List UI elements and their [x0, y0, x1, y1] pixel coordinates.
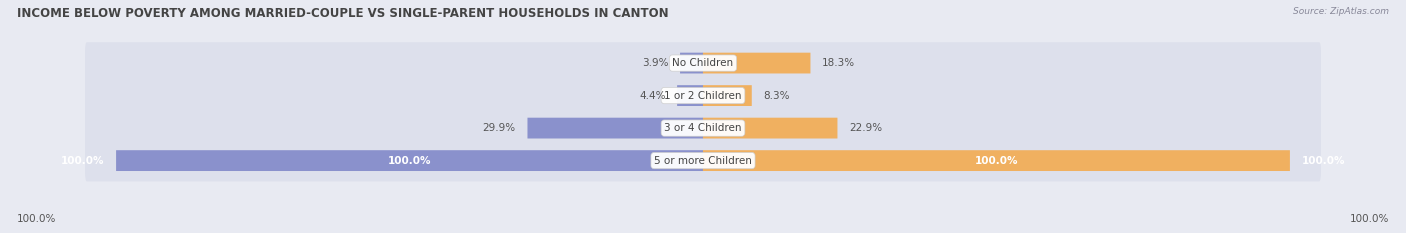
Text: 4.4%: 4.4% — [638, 91, 665, 101]
FancyBboxPatch shape — [117, 150, 703, 171]
FancyBboxPatch shape — [84, 42, 1322, 84]
FancyBboxPatch shape — [84, 75, 1322, 116]
Text: 100.0%: 100.0% — [1302, 156, 1346, 166]
Legend: Married Couples, Single Parents: Married Couples, Single Parents — [602, 231, 804, 233]
Text: 18.3%: 18.3% — [823, 58, 855, 68]
Text: No Children: No Children — [672, 58, 734, 68]
FancyBboxPatch shape — [84, 140, 1322, 182]
Text: 1 or 2 Children: 1 or 2 Children — [664, 91, 742, 101]
Text: 3 or 4 Children: 3 or 4 Children — [664, 123, 742, 133]
FancyBboxPatch shape — [84, 107, 1322, 149]
FancyBboxPatch shape — [681, 53, 703, 73]
FancyBboxPatch shape — [703, 85, 752, 106]
FancyBboxPatch shape — [703, 150, 1289, 171]
Text: 100.0%: 100.0% — [974, 156, 1018, 166]
FancyBboxPatch shape — [678, 85, 703, 106]
Text: Source: ZipAtlas.com: Source: ZipAtlas.com — [1294, 7, 1389, 16]
FancyBboxPatch shape — [703, 53, 810, 73]
FancyBboxPatch shape — [527, 118, 703, 138]
Text: 22.9%: 22.9% — [849, 123, 882, 133]
Text: 100.0%: 100.0% — [1350, 214, 1389, 224]
Text: 100.0%: 100.0% — [60, 156, 104, 166]
Text: 8.3%: 8.3% — [763, 91, 790, 101]
Text: INCOME BELOW POVERTY AMONG MARRIED-COUPLE VS SINGLE-PARENT HOUSEHOLDS IN CANTON: INCOME BELOW POVERTY AMONG MARRIED-COUPL… — [17, 7, 668, 20]
FancyBboxPatch shape — [703, 118, 838, 138]
Text: 100.0%: 100.0% — [17, 214, 56, 224]
Text: 5 or more Children: 5 or more Children — [654, 156, 752, 166]
Text: 29.9%: 29.9% — [482, 123, 516, 133]
Text: 100.0%: 100.0% — [388, 156, 432, 166]
Text: 3.9%: 3.9% — [643, 58, 668, 68]
